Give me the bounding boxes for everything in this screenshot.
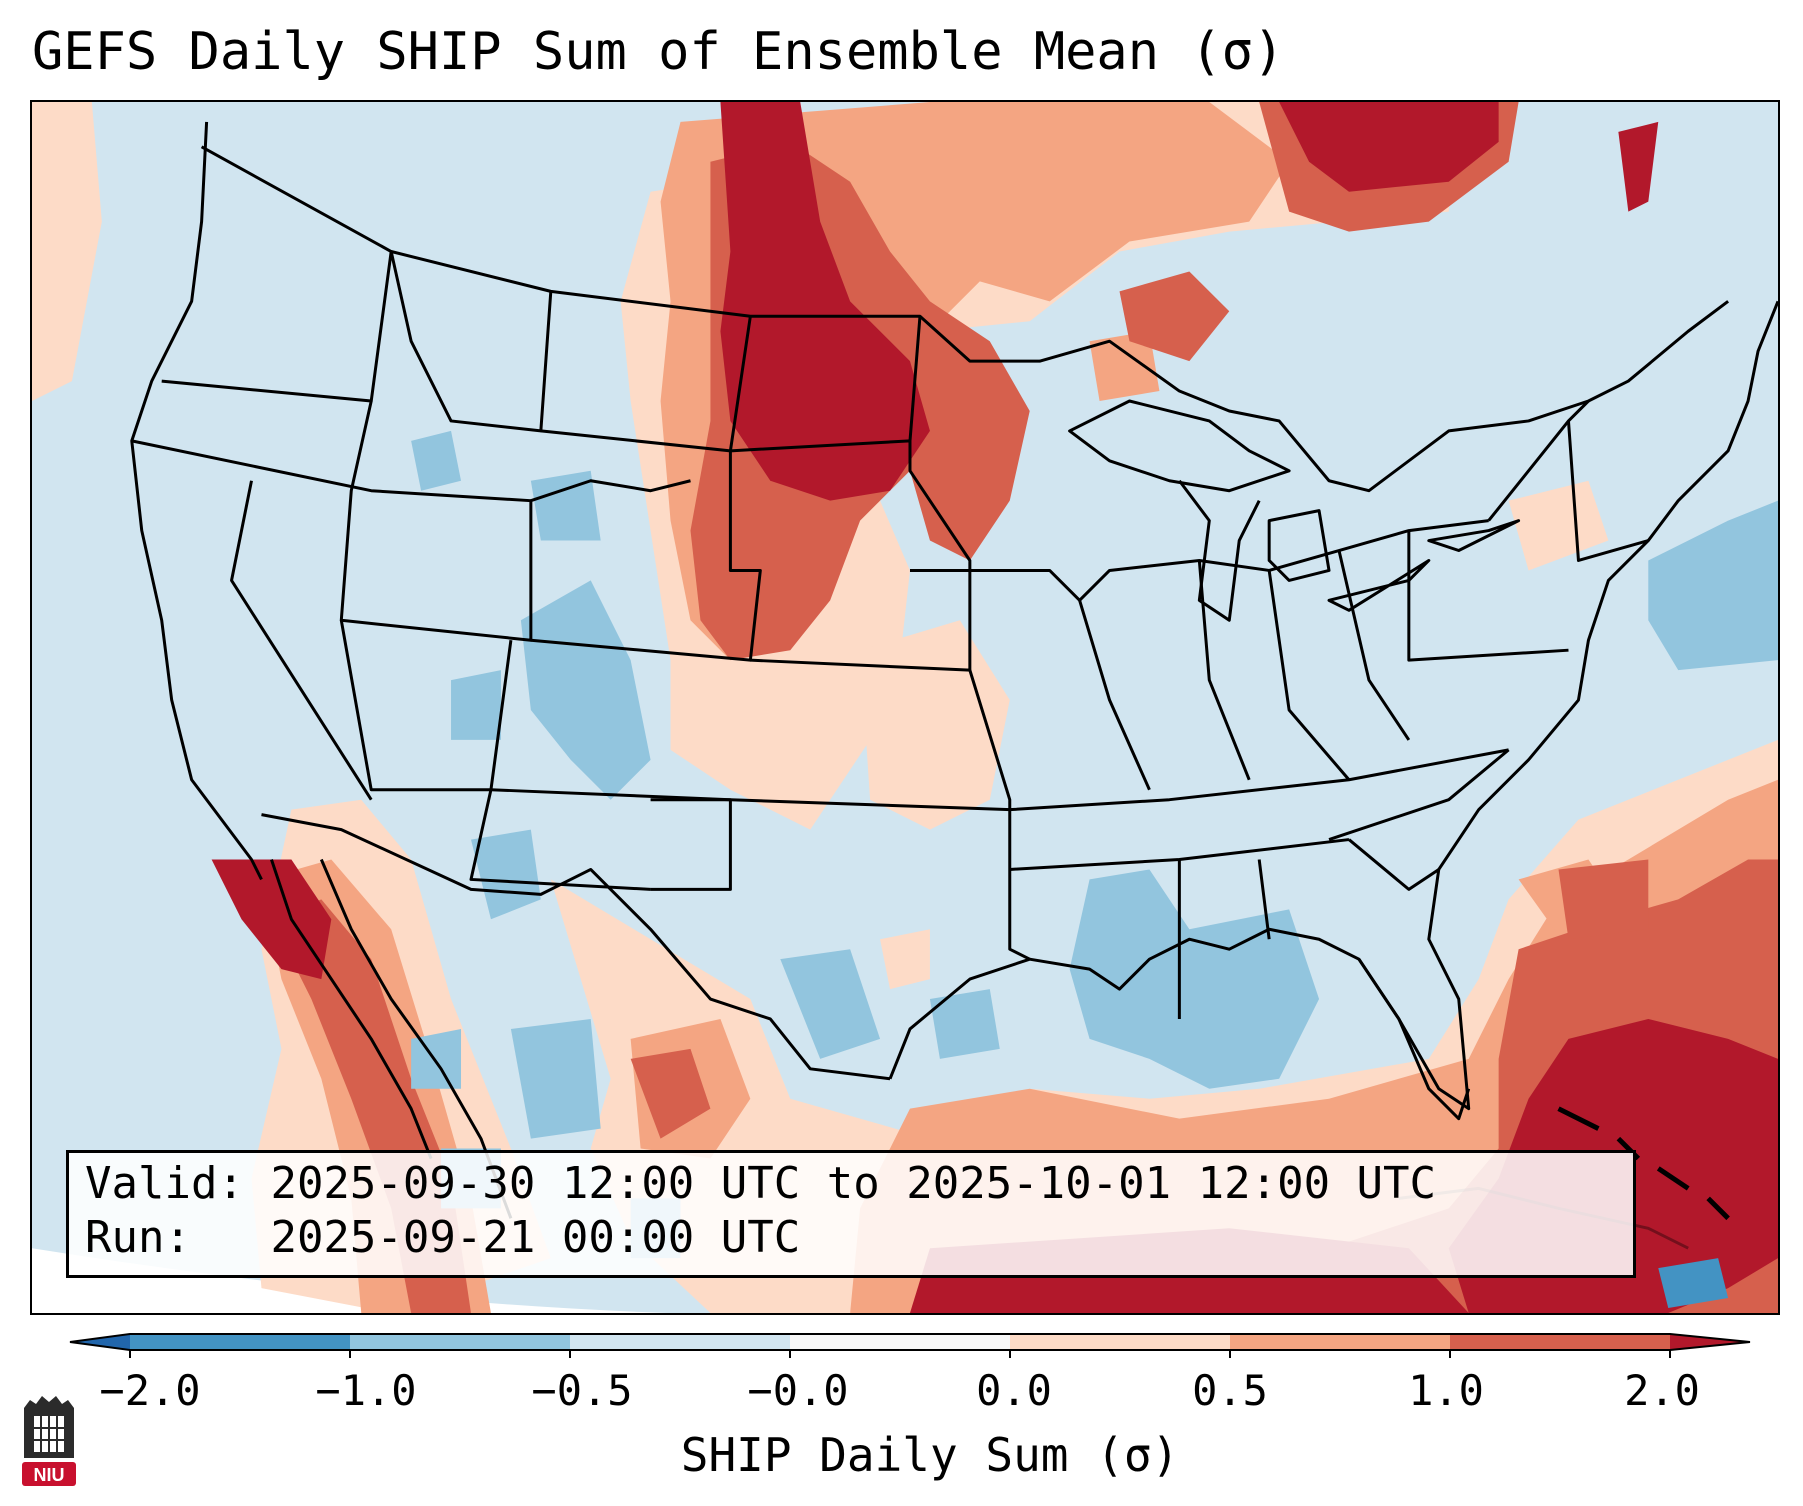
colorbar-label: SHIP Daily Sum (σ) (680, 1428, 1180, 1482)
colorbar-tick-label: 2.0 (1624, 1366, 1700, 1415)
west-coast (130, 121, 263, 881)
map-panel[interactable] (30, 100, 1780, 1315)
colorbar-tick-label: −0.0 (747, 1366, 849, 1415)
map-title: GEFS Daily SHIP Sum of Ensemble Mean (σ) (32, 22, 1285, 82)
logo-text: NIU (34, 1465, 65, 1485)
colorbar-bin (130, 1334, 351, 1350)
boundary-lines (130, 121, 1778, 1250)
colorbar-bin (790, 1334, 1011, 1350)
mexico-border (261, 813, 891, 1081)
map-canvas (32, 102, 1778, 1313)
baja-coast (270, 859, 433, 1160)
colorbar-bin (350, 1334, 571, 1350)
niu-logo: NIU (22, 1396, 76, 1486)
run-label: Run: (85, 1212, 191, 1263)
colorbar-tick-label: 0.5 (1192, 1366, 1268, 1415)
east-gulf-coast (888, 300, 1778, 1111)
colorbar-bin (1230, 1334, 1451, 1350)
colorbar-tick-label: −2.0 (99, 1366, 201, 1415)
colorbar-bin (1010, 1334, 1231, 1350)
colorbar-tick-label: 1.0 (1408, 1366, 1484, 1415)
colorbar (69, 1333, 1751, 1358)
valid-label: Valid: (85, 1158, 244, 1209)
moderate-negative-regions (1658, 1258, 1729, 1309)
colorbar-tick-label: −0.5 (531, 1366, 633, 1415)
run-value: 2025-09-21 00:00 UTC (270, 1212, 801, 1263)
colorbar-tick-label: −1.0 (315, 1366, 417, 1415)
colorbar-tick-label: 0.0 (976, 1366, 1052, 1415)
valid-value: 2025-09-30 12:00 UTC to 2025-10-01 12:00… (270, 1158, 1437, 1209)
colorbar-bin (570, 1334, 791, 1350)
projection-edge (32, 1248, 930, 1313)
colorbar-extend-low (70, 1334, 130, 1350)
colorbar-extend-high (1670, 1334, 1750, 1350)
validity-info-box: Valid: 2025-09-30 12:00 UTC to 2025-10-0… (66, 1150, 1636, 1278)
colorbar-bin (1450, 1334, 1671, 1350)
